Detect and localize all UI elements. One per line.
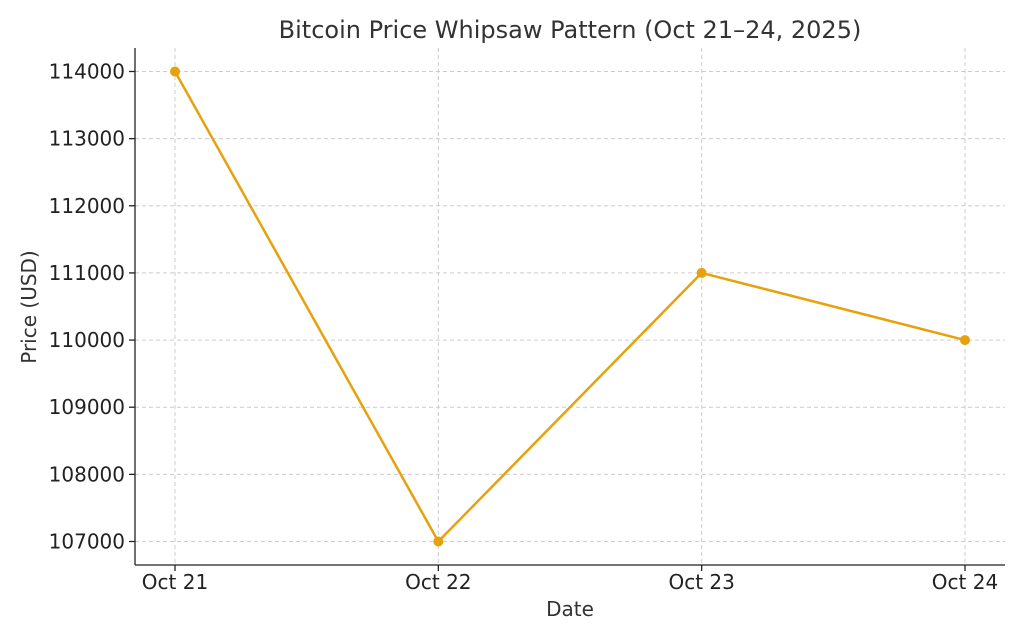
y-tick-label: 110000: [49, 328, 125, 352]
x-tick-label: Oct 23: [668, 570, 734, 594]
x-tick-label: Oct 21: [142, 570, 208, 594]
data-point: [170, 66, 180, 77]
y-tick-label: 111000: [49, 261, 125, 285]
y-axis-label: Price (USD): [17, 250, 41, 364]
y-tick-label: 109000: [49, 395, 125, 419]
series-line: [173, 70, 966, 543]
x-axis-label: Date: [546, 597, 594, 621]
y-tick-label: 112000: [49, 194, 125, 218]
y-tick-label: 113000: [49, 127, 125, 151]
y-tick-label: 107000: [49, 530, 125, 554]
y-tick-label: 114000: [49, 60, 125, 84]
grid: [135, 48, 1005, 565]
x-tick-label: Oct 22: [405, 570, 471, 594]
y-ticks: 107000 108000 109000 110000 111000 112000 1130…: [49, 60, 135, 554]
x-ticks: Oct 21 Oct 22 Oct 23 Oct 24: [142, 565, 998, 594]
data-point: [433, 536, 444, 547]
axes: [134, 48, 1005, 566]
chart-title: Bitcoin Price Whipsaw Pattern (Oct 21–24…: [279, 16, 862, 44]
data-point: [960, 335, 970, 346]
y-tick-label: 108000: [49, 462, 125, 486]
series: [170, 66, 970, 547]
data-point: [696, 267, 707, 278]
x-tick-label: Oct 24: [932, 570, 998, 594]
